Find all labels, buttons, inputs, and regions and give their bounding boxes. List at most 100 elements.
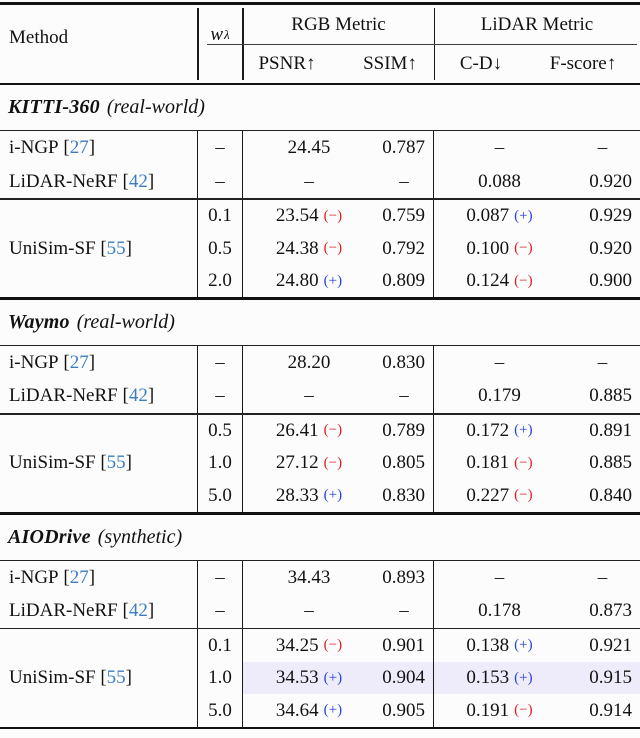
trend-annotation: (+) (514, 207, 533, 224)
cell-w: 0.1 (198, 629, 243, 662)
metric-value: 5.0 (208, 484, 232, 506)
metric-value: 0.893 (382, 566, 425, 588)
rule-section-end (0, 297, 640, 300)
cell-cd: 0.178 (434, 594, 565, 628)
header-group-underline (207, 43, 637, 45)
trend-annotation: (−) (323, 422, 343, 439)
metric-value: 2.0 (208, 270, 232, 292)
cell-cd: – (434, 131, 565, 165)
section-title: KITTI-360 (8, 96, 100, 118)
metric-value: 0.153 (466, 667, 510, 689)
metric-value: 1.0 (208, 667, 232, 689)
header-divider (197, 7, 199, 80)
cell-cd: 0.172 (+) (434, 415, 565, 448)
cell-psnr: 34.53 (+) (243, 661, 375, 695)
metric-value: – (597, 137, 608, 159)
metric-value: 28.20 (287, 351, 331, 373)
metric-value: 24.38 (275, 237, 319, 259)
cell-method: i-NGP [27] (0, 131, 198, 165)
citation-number: 55 (106, 237, 126, 259)
cell-ssim: 0.759 (375, 199, 434, 233)
baselines-block: i-NGP [27] –24.45 0.787– – LiDAR-NeRF [42] – –… (0, 131, 640, 199)
cell-fscore: 0.920 (565, 165, 640, 199)
trend-annotation: (−) (514, 272, 533, 289)
variant-block: UniSim-SF [55] 0.1 23.54 (−) 0.759 0.087 (+) 0.… (0, 199, 640, 298)
cell-fscore: – (565, 346, 640, 380)
metric-value: – (215, 385, 225, 407)
citation-number: 42 (128, 600, 148, 622)
cell-fscore: 0.840 (565, 480, 640, 513)
cell-ssim: 0.787 (375, 131, 434, 165)
cell-method: LiDAR-NeRF [42] (0, 164, 198, 199)
baselines-block: i-NGP [27] –28.20 0.830– – LiDAR-NeRF [42] – –… (0, 346, 640, 414)
metric-value: 0.792 (382, 237, 425, 259)
metric-value: – (304, 600, 314, 622)
trend-annotation: (−) (323, 207, 343, 224)
cell-psnr: 23.54 (−) (243, 200, 375, 233)
metric-value: – (304, 385, 314, 407)
section-title-row: KITTI-360 (real-world) (0, 85, 640, 130)
rule-header-bottom (0, 82, 640, 85)
cell-w: – (198, 560, 243, 595)
cell-ssim: 0.830 (375, 346, 434, 380)
metric-value: 0.873 (589, 600, 632, 622)
metric-value: 24.45 (287, 137, 331, 159)
cell-w: 1.0 (198, 447, 243, 480)
metric-value: 0.789 (382, 419, 425, 441)
trend-annotation: (−) (323, 454, 343, 471)
cell-psnr: 26.41 (−) (243, 415, 375, 448)
cell-w: 0.5 (198, 414, 243, 448)
cell-ssim: 0.809 (375, 264, 434, 298)
cell-psnr: – (243, 165, 375, 199)
cell-ssim: 0.905 (375, 694, 434, 727)
cell-cd: 0.179 (434, 380, 565, 414)
cell-fscore: 0.929 (565, 200, 640, 233)
header-group-rgb: RGB Metric (291, 13, 386, 35)
metric-value: 0.181 (466, 452, 510, 474)
cell-w: 5.0 (198, 694, 243, 727)
cell-fscore: 0.914 (565, 694, 640, 727)
metric-value: 26.41 (275, 419, 319, 441)
cell-method: i-NGP [27] (0, 346, 198, 380)
metric-value: 0.915 (589, 667, 632, 689)
cell-psnr: – (243, 380, 375, 414)
metric-value: 0.088 (478, 170, 521, 192)
cell-psnr: 24.80 (+) (243, 265, 375, 298)
metric-value: – (597, 351, 608, 373)
cell-w: – (198, 164, 243, 199)
cell-cd: 0.124 (−) (434, 265, 565, 298)
metric-value: 0.172 (466, 419, 510, 441)
cell-fscore: 0.891 (565, 415, 640, 448)
metric-value: – (399, 170, 409, 192)
cell-method: UniSim-SF [55] (0, 414, 198, 513)
cell-fscore: 0.921 (565, 629, 640, 662)
metric-value: 27.12 (275, 452, 319, 474)
cell-cd: 0.138 (+) (434, 629, 565, 662)
metric-value: – (494, 351, 505, 373)
header-col-psnr: PSNR↑ (258, 52, 316, 74)
cell-fscore: 0.873 (565, 594, 640, 628)
metric-value: 0.830 (382, 351, 425, 373)
cell-ssim: – (375, 164, 434, 199)
section-kitti-360: KITTI-360 (real-world) i-NGP [27] –24.45 0.7… (0, 85, 640, 300)
variant-block: UniSim-SF [55] 0.5 26.41 (−) 0.789 0.172 (+) 0.… (0, 414, 640, 513)
metric-value: 28.33 (275, 484, 319, 506)
rule-section-end (0, 512, 640, 515)
metric-value: 0.787 (382, 137, 425, 159)
section-title-row: Waymo (real-world) (0, 300, 640, 345)
cell-ssim: 0.789 (375, 414, 434, 448)
section-qualifier: (real-world) (106, 96, 205, 118)
cell-psnr: 24.45 (243, 131, 375, 165)
metric-value: 0.124 (466, 270, 510, 292)
cell-cd: 0.087 (+) (434, 200, 565, 233)
metric-value: 0.179 (478, 385, 521, 407)
metric-value: 34.25 (275, 634, 319, 656)
metric-value: – (494, 566, 505, 588)
cell-psnr: 34.25 (−) (243, 629, 375, 662)
section-qualifier: (real-world) (76, 310, 175, 333)
metric-value: 34.53 (275, 667, 319, 689)
cell-psnr: 28.20 (243, 346, 375, 380)
section-waymo: Waymo (real-world) i-NGP [27] –28.20 0.830– –… (0, 300, 640, 515)
trend-annotation: (−) (514, 240, 533, 257)
